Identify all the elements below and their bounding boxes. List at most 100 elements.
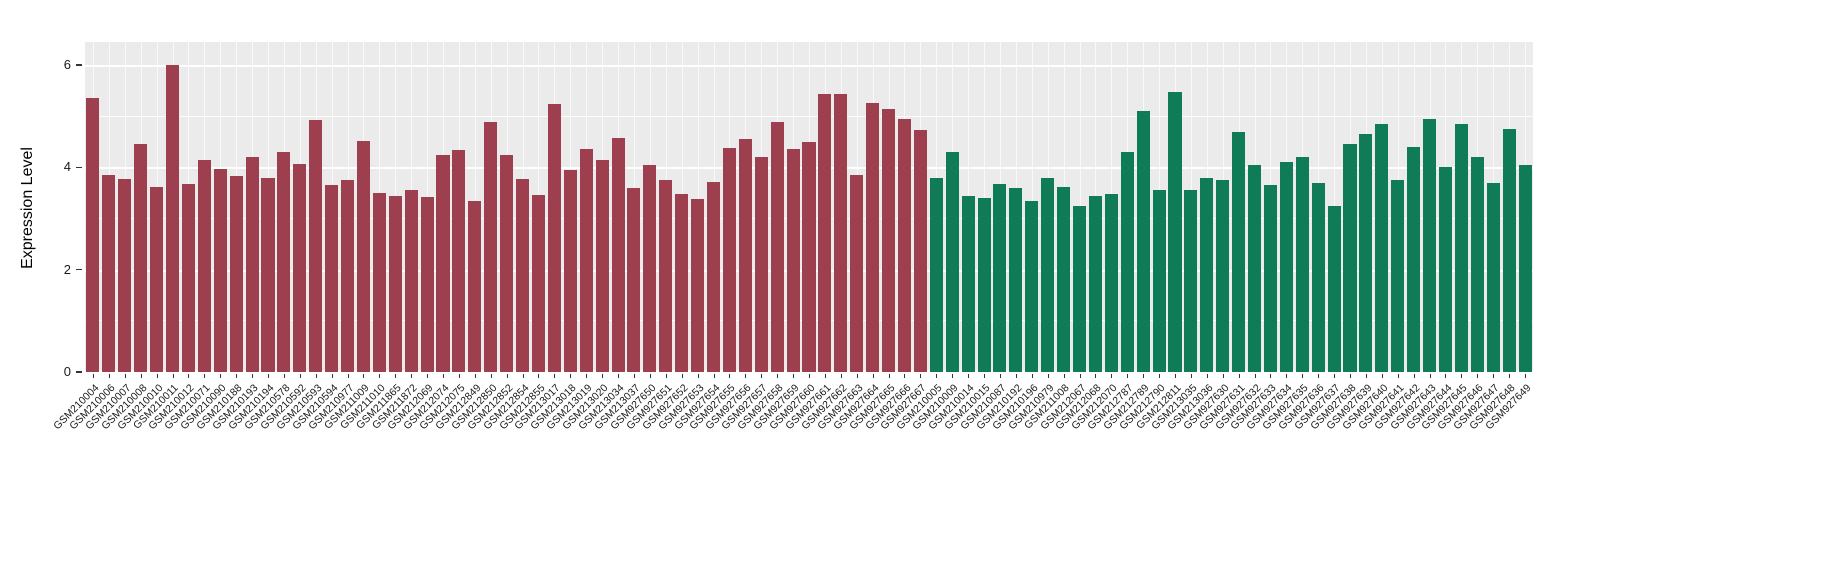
x-tick-mark: [506, 374, 508, 378]
bar: [1407, 146, 1421, 372]
x-tick-mark: [204, 374, 206, 378]
y-tick-label: 4: [63, 159, 71, 175]
plot-panel: [85, 42, 1533, 372]
bar: [86, 98, 100, 372]
y-tick-mark: [76, 64, 82, 66]
bar: [1041, 177, 1055, 372]
bar: [1295, 157, 1309, 372]
x-tick-mark: [968, 374, 970, 378]
x-tick-mark: [1159, 374, 1161, 378]
x-tick-mark: [347, 374, 349, 378]
bar: [372, 192, 386, 372]
bar: [1454, 123, 1468, 372]
bar: [1327, 205, 1341, 372]
x-tick-mark: [283, 374, 285, 378]
bar: [1279, 162, 1293, 372]
x-tick-mark: [1509, 374, 1511, 378]
x-tick-mark: [1350, 374, 1351, 378]
x-tick-mark: [888, 374, 890, 378]
bar: [531, 194, 546, 372]
bar: [118, 178, 132, 372]
bar: [945, 152, 959, 372]
bar: [1184, 190, 1198, 372]
bar: [643, 164, 657, 372]
bar: [436, 154, 450, 372]
bar: [818, 93, 832, 372]
bar: [1104, 194, 1118, 372]
x-tick-mark: [1190, 374, 1192, 378]
x-tick-mark: [252, 374, 254, 378]
bar: [707, 181, 721, 372]
x-tick-mark: [140, 374, 142, 378]
bar: [1200, 177, 1214, 372]
bar: [1375, 123, 1389, 372]
x-tick-mark: [1461, 374, 1463, 378]
bar: [1486, 182, 1500, 372]
bar: [929, 177, 943, 372]
x-tick-mark: [1445, 374, 1447, 378]
x-tick-mark: [443, 374, 445, 378]
x-tick-mark: [1254, 374, 1256, 378]
bar: [1072, 205, 1087, 372]
x-tick-mark: [1127, 374, 1129, 378]
bar: [1343, 144, 1357, 372]
bar: [1423, 118, 1437, 372]
bar: [802, 141, 816, 372]
x-tick-mark: [1477, 374, 1479, 378]
y-tick-label: 6: [63, 57, 71, 73]
x-tick-mark: [1365, 374, 1367, 378]
x-tick-mark: [188, 374, 190, 378]
x-tick-mark: [108, 374, 110, 378]
x-tick-mark: [458, 374, 460, 378]
x-tick-mark: [554, 374, 556, 378]
x-tick-mark: [490, 374, 492, 378]
bar: [229, 176, 243, 372]
bar: [134, 144, 148, 372]
x-tick-mark: [1031, 374, 1033, 378]
bar: [1120, 152, 1134, 372]
x-tick-mark: [236, 374, 238, 378]
x-tick-mark: [793, 374, 795, 378]
x-tick-mark: [570, 374, 572, 378]
x-tick-mark: [522, 374, 524, 378]
bar: [1311, 182, 1325, 372]
bar: [1216, 180, 1230, 372]
bar: [468, 200, 482, 372]
y-tick-mark: [76, 166, 82, 169]
bar: [579, 148, 593, 372]
x-tick-mark: [936, 374, 938, 378]
bar: [341, 179, 355, 372]
x-tick-mark: [761, 374, 763, 378]
bar: [1502, 128, 1516, 372]
bar: [627, 187, 641, 372]
x-tick-mark: [824, 374, 826, 378]
x-tick-mark: [315, 374, 317, 378]
bar: [1232, 131, 1246, 372]
x-tick-mark: [713, 374, 715, 378]
x-tick-mark: [665, 374, 667, 378]
bar: [181, 183, 195, 372]
x-tick-mark: [602, 374, 604, 378]
bar: [516, 178, 530, 372]
x-tick-mark: [1270, 374, 1272, 378]
bar: [913, 130, 927, 372]
bar: [722, 147, 736, 372]
x-tick-mark: [1334, 374, 1336, 378]
x-tick-mark: [267, 374, 269, 378]
bar: [277, 152, 291, 372]
x-tick-mark: [1206, 374, 1208, 378]
x-tick-mark: [1381, 374, 1383, 378]
x-tick-mark: [172, 374, 174, 378]
x-tick-mark: [427, 374, 429, 378]
x-tick-mark: [1397, 374, 1399, 378]
x-tick-mark: [1063, 374, 1065, 378]
bar: [961, 195, 975, 372]
x-tick-mark: [1525, 374, 1527, 378]
bar: [882, 108, 896, 372]
x-tick-mark: [1079, 374, 1081, 378]
bar: [197, 159, 211, 372]
x-tick-mark: [474, 374, 476, 378]
bar: [1518, 164, 1532, 372]
x-axis: GSM210004 GSM210006 GSM210007 GSM210008 GSM2…: [51, 374, 1585, 574]
